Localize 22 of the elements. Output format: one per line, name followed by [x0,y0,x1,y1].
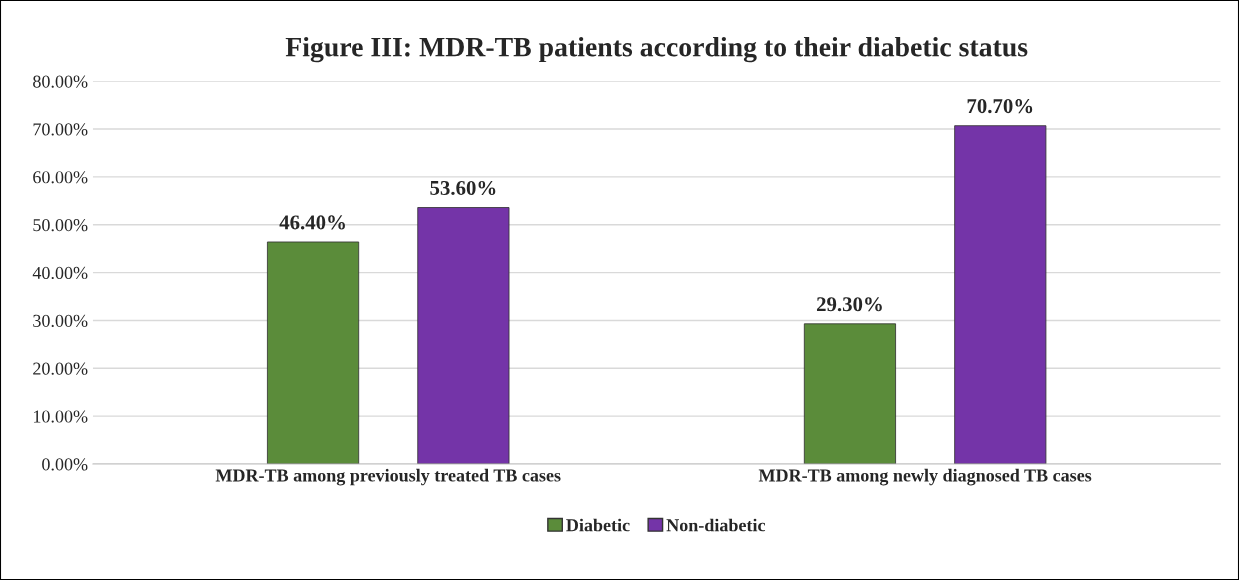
data-label: 70.70% [967,99,1033,114]
y-tick-label: 20.00% [33,362,88,375]
y-tick-label: 30.00% [33,314,88,327]
y-tick-label: 80.00% [33,75,88,88]
x-tick-label: MDR-TB among previously treated TB cases [215,468,561,486]
legend-label: Diabetic [566,518,630,532]
data-label: 46.40% [279,215,345,230]
chart-title: Figure III: MDR-TB patients according to their diabetic status [285,36,1028,63]
y-tick-label: 10.00% [33,410,88,423]
bar [803,323,897,464]
bar [417,207,510,464]
bar [954,125,1047,464]
data-label: 53.60% [430,180,496,196]
y-tick-label: 0.00% [42,458,88,471]
y-tick-label: 60.00% [33,171,88,184]
legend-label: Non-diabetic [666,518,766,532]
y-tick-label: 40.00% [32,266,88,280]
x-tick-label: MDR-TB among newly diagnosed TB cases [758,468,1092,486]
y-tick-label: 70.00% [33,123,88,136]
y-tick-label: 50.00% [33,219,88,232]
bar [267,241,360,464]
data-label: 29.30% [816,297,882,312]
